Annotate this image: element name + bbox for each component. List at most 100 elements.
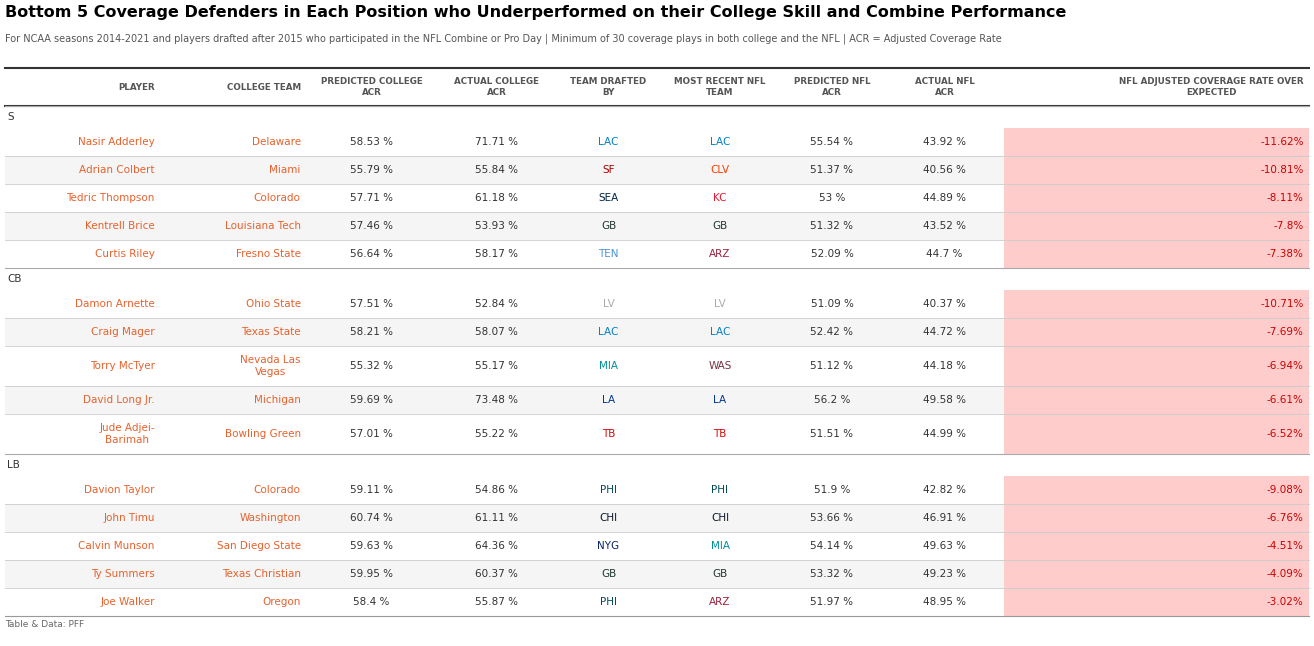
Text: Nasir Adderley: Nasir Adderley <box>78 137 155 147</box>
FancyBboxPatch shape <box>5 386 1004 414</box>
Text: SEA: SEA <box>598 193 619 203</box>
Text: NYG: NYG <box>598 541 620 551</box>
Text: 43.52 %: 43.52 % <box>922 221 966 231</box>
Text: CB: CB <box>7 274 21 284</box>
FancyBboxPatch shape <box>5 318 1004 346</box>
Text: Bottom 5 Coverage Defenders in Each Position who Underperformed on their College: Bottom 5 Coverage Defenders in Each Posi… <box>5 5 1067 20</box>
Text: For NCAA seasons 2014-2021 and players drafted after 2015 who participated in th: For NCAA seasons 2014-2021 and players d… <box>5 34 1001 45</box>
Text: 55.84 %: 55.84 % <box>474 165 518 175</box>
Text: -7.69%: -7.69% <box>1267 327 1303 337</box>
FancyBboxPatch shape <box>5 560 1004 588</box>
FancyBboxPatch shape <box>1004 184 1309 212</box>
Text: 51.09 %: 51.09 % <box>811 299 853 309</box>
Text: 58.07 %: 58.07 % <box>476 327 518 337</box>
Text: -4.51%: -4.51% <box>1267 541 1303 551</box>
Text: LAC: LAC <box>598 327 619 337</box>
Text: PREDICTED NFL
ACR: PREDICTED NFL ACR <box>794 78 870 97</box>
Text: GB: GB <box>600 221 616 231</box>
Text: ACTUAL COLLEGE
ACR: ACTUAL COLLEGE ACR <box>455 78 539 97</box>
Text: -6.61%: -6.61% <box>1267 395 1303 405</box>
Text: GB: GB <box>600 569 616 579</box>
Text: 58.21 %: 58.21 % <box>350 327 393 337</box>
FancyBboxPatch shape <box>5 414 1004 454</box>
Text: 71.71 %: 71.71 % <box>474 137 518 147</box>
FancyBboxPatch shape <box>1004 560 1309 588</box>
Text: 56.64 %: 56.64 % <box>350 249 393 259</box>
Text: LAC: LAC <box>598 137 619 147</box>
Text: -4.09%: -4.09% <box>1267 569 1303 579</box>
Text: MOST RECENT NFL
TEAM: MOST RECENT NFL TEAM <box>674 78 766 97</box>
Text: Craig Mager: Craig Mager <box>91 327 155 337</box>
Text: 44.89 %: 44.89 % <box>922 193 966 203</box>
Text: 58.53 %: 58.53 % <box>350 137 393 147</box>
Text: 61.11 %: 61.11 % <box>474 513 518 523</box>
Text: 73.48 %: 73.48 % <box>474 395 518 405</box>
Text: 56.2 %: 56.2 % <box>813 395 850 405</box>
Text: TB: TB <box>602 429 615 439</box>
Text: Tedric Thompson: Tedric Thompson <box>67 193 155 203</box>
Text: KC: KC <box>714 193 727 203</box>
FancyBboxPatch shape <box>1004 414 1309 454</box>
Text: 44.18 %: 44.18 % <box>922 361 966 371</box>
Text: 64.36 %: 64.36 % <box>474 541 518 551</box>
Text: 52.42 %: 52.42 % <box>811 327 854 337</box>
FancyBboxPatch shape <box>5 128 1004 156</box>
Text: 53.32 %: 53.32 % <box>811 569 854 579</box>
Text: MIA: MIA <box>599 361 618 371</box>
Text: Texas Christian: Texas Christian <box>222 569 301 579</box>
Text: ARZ: ARZ <box>710 249 731 259</box>
Text: Torry McTyer: Torry McTyer <box>89 361 155 371</box>
Text: 55.17 %: 55.17 % <box>474 361 518 371</box>
Text: 55.87 %: 55.87 % <box>474 597 518 607</box>
Text: TEAM DRAFTED
BY: TEAM DRAFTED BY <box>570 78 646 97</box>
Text: CHI: CHI <box>599 513 618 523</box>
Text: 59.69 %: 59.69 % <box>350 395 393 405</box>
FancyBboxPatch shape <box>1004 212 1309 240</box>
Text: 40.56 %: 40.56 % <box>922 165 966 175</box>
Text: -6.94%: -6.94% <box>1267 361 1303 371</box>
Text: 57.01 %: 57.01 % <box>350 429 393 439</box>
FancyBboxPatch shape <box>5 156 1004 184</box>
Text: 44.99 %: 44.99 % <box>922 429 966 439</box>
Text: 57.46 %: 57.46 % <box>350 221 393 231</box>
FancyBboxPatch shape <box>1004 504 1309 532</box>
Text: Jude Adjei-
Barimah: Jude Adjei- Barimah <box>99 423 155 445</box>
Text: S: S <box>7 112 13 122</box>
Text: David Long Jr.: David Long Jr. <box>83 395 155 405</box>
Text: 58.4 %: 58.4 % <box>353 597 390 607</box>
Text: 44.7 %: 44.7 % <box>926 249 963 259</box>
Text: 55.79 %: 55.79 % <box>350 165 393 175</box>
Text: 44.72 %: 44.72 % <box>922 327 966 337</box>
Text: 52.09 %: 52.09 % <box>811 249 853 259</box>
Text: COLLEGE TEAM: COLLEGE TEAM <box>226 83 301 92</box>
Text: Davion Taylor: Davion Taylor <box>84 485 155 495</box>
Text: 55.32 %: 55.32 % <box>350 361 393 371</box>
Text: 49.63 %: 49.63 % <box>922 541 966 551</box>
Text: LAC: LAC <box>710 327 731 337</box>
Text: Bowling Green: Bowling Green <box>225 429 301 439</box>
Text: Adrian Colbert: Adrian Colbert <box>79 165 155 175</box>
FancyBboxPatch shape <box>1004 318 1309 346</box>
Text: 49.23 %: 49.23 % <box>922 569 966 579</box>
Text: John Timu: John Timu <box>104 513 155 523</box>
Text: -11.62%: -11.62% <box>1260 137 1303 147</box>
Text: ACTUAL NFL
ACR: ACTUAL NFL ACR <box>915 78 975 97</box>
Text: Joe Walker: Joe Walker <box>100 597 155 607</box>
Text: 59.63 %: 59.63 % <box>350 541 393 551</box>
Text: WAS: WAS <box>708 361 732 371</box>
Text: 59.11 %: 59.11 % <box>350 485 393 495</box>
FancyBboxPatch shape <box>1004 156 1309 184</box>
Text: 57.71 %: 57.71 % <box>350 193 393 203</box>
Text: 58.17 %: 58.17 % <box>474 249 518 259</box>
FancyBboxPatch shape <box>1004 240 1309 268</box>
FancyBboxPatch shape <box>5 290 1004 318</box>
Text: 49.58 %: 49.58 % <box>922 395 966 405</box>
Text: 54.86 %: 54.86 % <box>474 485 518 495</box>
FancyBboxPatch shape <box>1004 532 1309 560</box>
Text: SF: SF <box>602 165 615 175</box>
Text: 51.51 %: 51.51 % <box>811 429 854 439</box>
Text: LV: LV <box>603 299 615 309</box>
Text: LA: LA <box>602 395 615 405</box>
Text: 53 %: 53 % <box>819 193 845 203</box>
Text: -9.08%: -9.08% <box>1267 485 1303 495</box>
